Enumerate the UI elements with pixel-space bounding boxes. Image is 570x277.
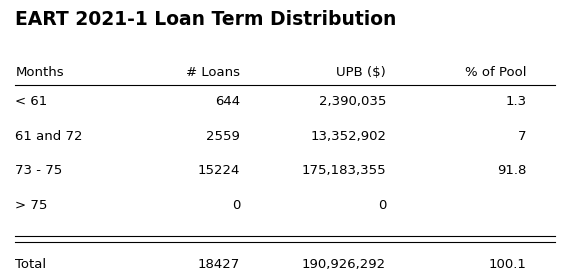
Text: 73 - 75: 73 - 75 [15, 164, 63, 177]
Text: 190,926,292: 190,926,292 [302, 258, 386, 271]
Text: 2559: 2559 [206, 130, 240, 143]
Text: 644: 644 [215, 95, 240, 108]
Text: # Loans: # Loans [186, 66, 240, 79]
Text: 91.8: 91.8 [497, 164, 527, 177]
Text: < 61: < 61 [15, 95, 48, 108]
Text: 100.1: 100.1 [488, 258, 527, 271]
Text: 175,183,355: 175,183,355 [302, 164, 386, 177]
Text: 13,352,902: 13,352,902 [310, 130, 386, 143]
Text: Total: Total [15, 258, 47, 271]
Text: 1.3: 1.3 [506, 95, 527, 108]
Text: EART 2021-1 Loan Term Distribution: EART 2021-1 Loan Term Distribution [15, 10, 397, 29]
Text: % of Pool: % of Pool [465, 66, 527, 79]
Text: 0: 0 [231, 199, 240, 212]
Text: 18427: 18427 [198, 258, 240, 271]
Text: 7: 7 [518, 130, 527, 143]
Text: Months: Months [15, 66, 64, 79]
Text: > 75: > 75 [15, 199, 48, 212]
Text: 2,390,035: 2,390,035 [319, 95, 386, 108]
Text: 0: 0 [378, 199, 386, 212]
Text: 15224: 15224 [198, 164, 240, 177]
Text: 61 and 72: 61 and 72 [15, 130, 83, 143]
Text: UPB ($): UPB ($) [336, 66, 386, 79]
